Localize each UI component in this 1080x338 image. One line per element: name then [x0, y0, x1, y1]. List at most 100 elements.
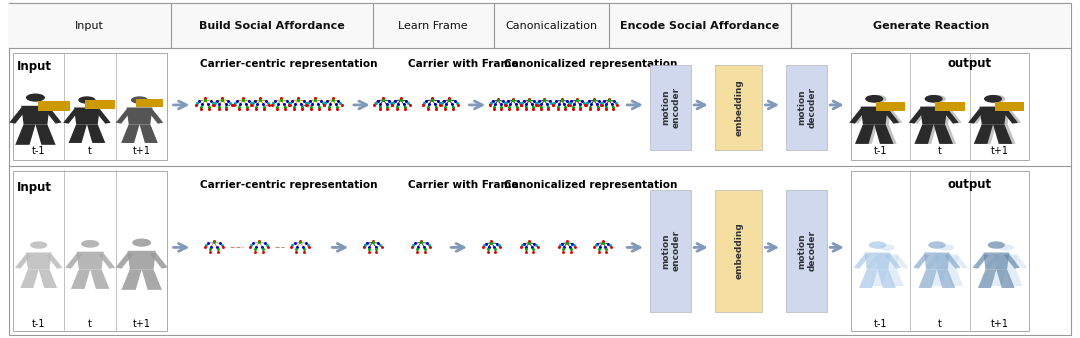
Text: Carrier with Frame: Carrier with Frame [408, 59, 518, 69]
Polygon shape [127, 251, 156, 269]
Text: t-1: t-1 [32, 146, 45, 156]
Text: output: output [947, 57, 991, 70]
FancyBboxPatch shape [851, 53, 1029, 160]
Polygon shape [15, 254, 31, 269]
Polygon shape [984, 252, 1010, 269]
Polygon shape [116, 109, 132, 124]
Text: output: output [947, 178, 991, 191]
Text: embedding: embedding [734, 79, 743, 136]
Polygon shape [68, 124, 86, 143]
Polygon shape [46, 254, 63, 269]
Ellipse shape [987, 95, 1005, 103]
Polygon shape [886, 254, 902, 269]
Text: Canonicalization: Canonicalization [505, 21, 597, 30]
Polygon shape [98, 254, 116, 269]
Ellipse shape [132, 239, 151, 247]
FancyBboxPatch shape [935, 102, 964, 111]
Polygon shape [859, 124, 878, 144]
Text: motion
encoder: motion encoder [661, 87, 680, 128]
Polygon shape [912, 108, 929, 124]
Text: Encode Social Affordance: Encode Social Affordance [620, 21, 780, 30]
FancyBboxPatch shape [715, 65, 762, 150]
Polygon shape [985, 256, 999, 269]
Text: Generate Reaction: Generate Reaction [873, 21, 989, 30]
Polygon shape [974, 124, 994, 144]
Polygon shape [73, 107, 99, 124]
Polygon shape [945, 108, 962, 124]
Polygon shape [934, 124, 953, 144]
Polygon shape [908, 108, 926, 124]
Text: motion
encoder: motion encoder [661, 230, 680, 271]
FancyBboxPatch shape [9, 3, 1071, 335]
Text: Input: Input [17, 60, 52, 73]
Ellipse shape [879, 244, 895, 251]
Polygon shape [39, 269, 57, 288]
FancyBboxPatch shape [13, 171, 167, 331]
FancyBboxPatch shape [9, 3, 1071, 48]
Polygon shape [860, 269, 878, 288]
Polygon shape [875, 124, 893, 144]
Polygon shape [930, 269, 947, 286]
Text: Input: Input [17, 180, 52, 194]
FancyBboxPatch shape [876, 102, 905, 111]
Ellipse shape [984, 95, 1002, 103]
Polygon shape [121, 124, 139, 143]
Polygon shape [861, 106, 888, 124]
Polygon shape [1004, 254, 1021, 269]
Ellipse shape [78, 96, 95, 104]
FancyBboxPatch shape [136, 99, 163, 107]
Polygon shape [989, 269, 1007, 286]
Text: Learn Frame: Learn Frame [399, 21, 468, 30]
Ellipse shape [988, 241, 1005, 249]
Polygon shape [919, 269, 937, 288]
Ellipse shape [30, 241, 48, 249]
Polygon shape [147, 109, 163, 124]
FancyBboxPatch shape [715, 190, 762, 312]
Polygon shape [973, 254, 989, 269]
Text: t+1: t+1 [133, 146, 151, 156]
Text: Build Social Affordance: Build Social Affordance [199, 21, 345, 30]
Ellipse shape [131, 96, 148, 104]
Polygon shape [935, 254, 958, 269]
Polygon shape [954, 256, 968, 269]
Text: motion
decoder: motion decoder [797, 87, 816, 128]
Text: t-1: t-1 [874, 146, 888, 156]
Text: embedding: embedding [734, 222, 743, 279]
Polygon shape [864, 106, 891, 124]
Polygon shape [945, 254, 961, 269]
Text: Carrier-centric representation: Carrier-centric representation [200, 59, 377, 69]
FancyBboxPatch shape [995, 102, 1024, 111]
Polygon shape [995, 254, 1017, 269]
Ellipse shape [865, 95, 883, 103]
FancyBboxPatch shape [13, 53, 167, 160]
Polygon shape [894, 256, 908, 269]
Polygon shape [86, 124, 105, 143]
Polygon shape [870, 269, 888, 286]
Polygon shape [22, 106, 50, 124]
Polygon shape [876, 254, 899, 269]
Text: t: t [89, 146, 92, 156]
Text: Canonicalized representation: Canonicalized representation [504, 180, 678, 190]
Polygon shape [947, 269, 963, 286]
Text: t+1: t+1 [990, 319, 1009, 329]
Polygon shape [994, 124, 1012, 144]
Polygon shape [855, 124, 875, 144]
FancyBboxPatch shape [851, 171, 1029, 331]
Text: Canonicalized representation: Canonicalized representation [504, 59, 678, 69]
Polygon shape [977, 124, 997, 144]
Polygon shape [983, 106, 1010, 124]
Polygon shape [126, 107, 152, 124]
Polygon shape [44, 107, 62, 124]
Polygon shape [942, 108, 959, 124]
Ellipse shape [869, 241, 887, 249]
Polygon shape [888, 269, 904, 286]
Polygon shape [878, 124, 896, 144]
Ellipse shape [868, 95, 887, 103]
Polygon shape [21, 269, 39, 288]
Ellipse shape [998, 244, 1014, 251]
Text: t+1: t+1 [990, 146, 1009, 156]
Polygon shape [882, 108, 900, 124]
Polygon shape [139, 124, 158, 143]
FancyBboxPatch shape [786, 65, 827, 150]
Polygon shape [923, 106, 950, 124]
